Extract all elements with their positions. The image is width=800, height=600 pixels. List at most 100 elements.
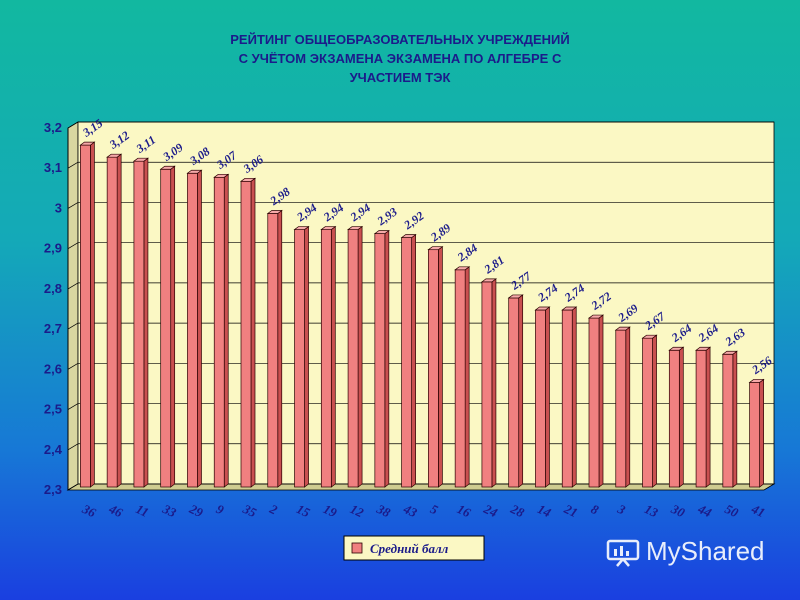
bar-top xyxy=(668,346,685,351)
bar-side xyxy=(116,153,122,488)
bar-side xyxy=(411,233,416,488)
bar-top xyxy=(748,379,765,383)
bar xyxy=(508,297,520,488)
x-tick-label: 16 xyxy=(455,501,474,520)
bar-side xyxy=(652,334,657,488)
x-tick-label: 43 xyxy=(400,501,419,521)
x-tick-label: 44 xyxy=(695,501,714,521)
bar xyxy=(615,329,627,488)
x-tick-label: 5 xyxy=(428,501,441,518)
bar-top xyxy=(480,278,497,283)
x-tick-label: 36 xyxy=(79,501,98,521)
x-tick-label: 29 xyxy=(186,501,205,521)
gridline-side xyxy=(67,443,79,451)
x-tick-label: 41 xyxy=(748,501,767,521)
bar-top xyxy=(400,234,417,238)
gridline-side xyxy=(67,322,79,330)
bar-side xyxy=(250,177,256,488)
y-tick-label: 2,6 xyxy=(44,361,62,376)
y-tick-label: 3,1 xyxy=(44,160,62,175)
x-tick-label: 11 xyxy=(134,501,151,520)
legend-box xyxy=(343,535,485,561)
gridline-side xyxy=(67,161,79,169)
x-tick-label: 50 xyxy=(723,501,742,520)
bar-side xyxy=(705,346,711,488)
bar xyxy=(535,309,546,488)
x-tick-label: 21 xyxy=(561,501,580,521)
bar-side xyxy=(625,326,631,488)
plot-side-wall xyxy=(67,121,79,491)
bar xyxy=(695,349,707,488)
bar-side xyxy=(90,141,95,488)
title-line-2: С УЧЁТОМ ЭКЗАМЕНА ЭКЗАМЕНА ПО АЛГЕБРЕ С xyxy=(238,51,562,66)
title-line-3: УЧАСТИЕМ ТЭК xyxy=(349,70,451,85)
bar-top xyxy=(454,266,471,271)
x-tick-label: 35 xyxy=(240,501,259,521)
x-tick-label: 46 xyxy=(106,501,125,521)
gridline-side xyxy=(67,403,79,410)
bar xyxy=(668,349,680,488)
bar-top xyxy=(587,314,605,319)
bar xyxy=(187,172,198,488)
bar-top xyxy=(534,306,551,311)
bar xyxy=(642,337,653,488)
gridline-side xyxy=(67,483,79,491)
bar xyxy=(240,180,252,488)
gridline-side xyxy=(67,242,79,249)
bar-top xyxy=(507,294,524,299)
bar xyxy=(722,353,734,488)
bar-top xyxy=(106,153,123,158)
bar-top xyxy=(132,157,149,162)
bar-top xyxy=(239,177,257,182)
x-tick-label: 13 xyxy=(642,501,661,520)
gridline-side xyxy=(67,202,79,209)
x-tick-label: 28 xyxy=(508,501,527,521)
watermark: MyShared xyxy=(606,536,765,567)
bar-side xyxy=(464,266,470,488)
bar-side xyxy=(678,346,684,488)
legend-swatch xyxy=(351,542,363,554)
x-tick-label: 12 xyxy=(348,501,367,520)
bar-side xyxy=(143,157,149,488)
x-tick-label: 8 xyxy=(589,501,602,518)
title-line-1: РЕЙТИНГ ОБЩЕОБРАЗОВАТЕЛЬНЫХ УЧРЕЖДЕНИЙ xyxy=(230,32,570,47)
bar xyxy=(749,382,760,488)
x-tick-label: 30 xyxy=(668,501,687,521)
bar-side xyxy=(330,225,336,488)
bar xyxy=(320,229,332,488)
y-tick-label: 2,9 xyxy=(44,241,62,256)
bar-top xyxy=(641,334,658,339)
bar xyxy=(588,317,600,488)
bar-top xyxy=(320,226,337,230)
y-tick-label: 2,4 xyxy=(44,442,63,457)
y-tick-label: 3 xyxy=(55,200,62,215)
y-tick-label: 2,7 xyxy=(44,321,62,336)
y-tick-label: 2,3 xyxy=(44,482,62,497)
bar-top xyxy=(427,246,444,251)
bar xyxy=(454,269,466,488)
bar-top xyxy=(213,173,230,178)
x-tick-label: 2 xyxy=(267,501,281,518)
bar-side xyxy=(491,278,497,488)
bar-side xyxy=(759,378,764,488)
y-tick-label: 2,8 xyxy=(44,281,62,296)
bar xyxy=(133,160,145,488)
bar xyxy=(561,309,573,488)
bar-side xyxy=(357,225,363,488)
bar-top xyxy=(561,306,578,311)
bar-side xyxy=(197,169,202,488)
bar-top xyxy=(695,346,712,351)
x-tick-label: 38 xyxy=(374,501,393,521)
x-tick-label: 14 xyxy=(535,501,554,520)
bar-top xyxy=(293,226,310,230)
bar-top xyxy=(614,326,631,331)
bar xyxy=(80,144,91,488)
gridline-side xyxy=(67,121,79,129)
bar-top xyxy=(721,350,738,355)
bar-top xyxy=(347,226,364,230)
x-tick-label: 3 xyxy=(615,501,629,518)
bar xyxy=(106,156,118,488)
x-tick-label: 33 xyxy=(160,501,179,521)
bar xyxy=(294,229,305,488)
